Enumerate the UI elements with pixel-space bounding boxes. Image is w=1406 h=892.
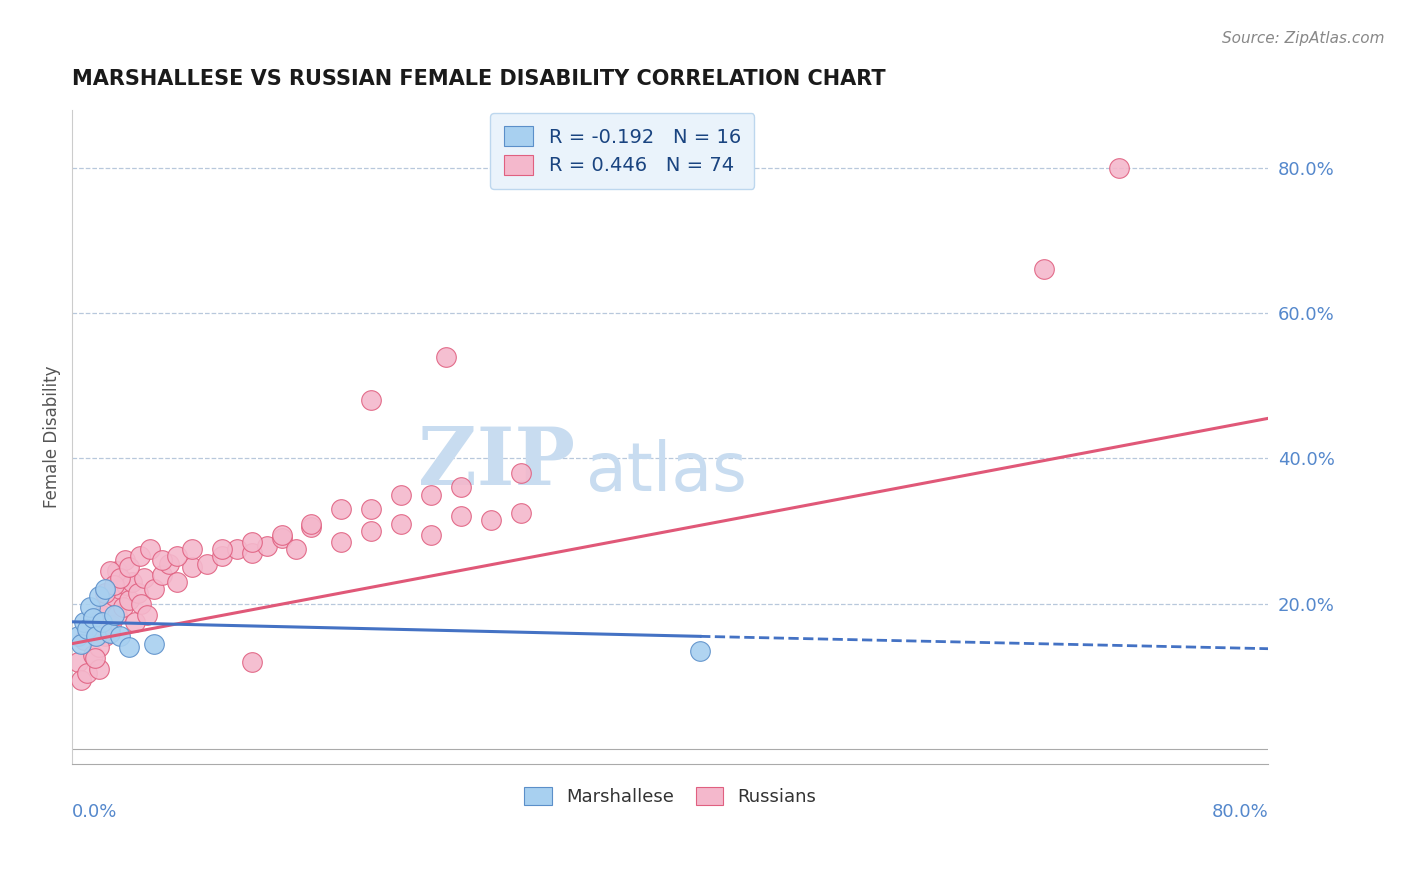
Point bbox=[79, 622, 101, 636]
Point bbox=[73, 632, 96, 647]
Point bbox=[115, 578, 138, 592]
Point bbox=[479, 513, 502, 527]
Point bbox=[67, 655, 90, 669]
Point bbox=[73, 615, 96, 629]
Point bbox=[139, 542, 162, 557]
Point bbox=[143, 637, 166, 651]
Point bbox=[105, 607, 128, 622]
Point bbox=[1032, 262, 1054, 277]
Point bbox=[108, 582, 131, 596]
Point bbox=[689, 644, 711, 658]
Point bbox=[240, 655, 263, 669]
Point bbox=[89, 590, 111, 604]
Point bbox=[76, 665, 98, 680]
Point bbox=[103, 607, 125, 622]
Point bbox=[360, 524, 382, 538]
Point bbox=[330, 534, 353, 549]
Point bbox=[166, 574, 188, 589]
Point bbox=[108, 571, 131, 585]
Point bbox=[150, 567, 173, 582]
Point bbox=[76, 622, 98, 636]
Point bbox=[97, 600, 120, 615]
Point bbox=[299, 520, 322, 534]
Point bbox=[118, 640, 141, 655]
Point bbox=[127, 586, 149, 600]
Point bbox=[98, 625, 121, 640]
Point bbox=[136, 607, 159, 622]
Point bbox=[180, 542, 202, 557]
Point bbox=[150, 553, 173, 567]
Point bbox=[91, 625, 114, 640]
Point bbox=[100, 618, 122, 632]
Point bbox=[330, 502, 353, 516]
Point bbox=[82, 611, 104, 625]
Point bbox=[84, 629, 107, 643]
Point bbox=[132, 571, 155, 585]
Point bbox=[434, 350, 457, 364]
Point bbox=[240, 534, 263, 549]
Point bbox=[180, 560, 202, 574]
Point bbox=[143, 582, 166, 596]
Point bbox=[211, 549, 233, 564]
Point bbox=[91, 607, 114, 622]
Point bbox=[157, 557, 180, 571]
Point bbox=[211, 542, 233, 557]
Point bbox=[509, 466, 531, 480]
Text: atlas: atlas bbox=[586, 440, 748, 506]
Point bbox=[94, 629, 117, 643]
Text: MARSHALLESE VS RUSSIAN FEMALE DISABILITY CORRELATION CHART: MARSHALLESE VS RUSSIAN FEMALE DISABILITY… bbox=[72, 69, 886, 88]
Point bbox=[420, 527, 443, 541]
Point bbox=[118, 560, 141, 574]
Point bbox=[509, 506, 531, 520]
Point bbox=[450, 480, 472, 494]
Y-axis label: Female Disability: Female Disability bbox=[44, 365, 60, 508]
Point bbox=[70, 673, 93, 687]
Point bbox=[121, 574, 143, 589]
Text: ZIP: ZIP bbox=[418, 424, 575, 501]
Point bbox=[79, 600, 101, 615]
Text: 0.0%: 0.0% bbox=[72, 804, 118, 822]
Point bbox=[112, 600, 135, 615]
Point bbox=[84, 615, 107, 629]
Point bbox=[450, 509, 472, 524]
Point bbox=[389, 488, 412, 502]
Point bbox=[70, 637, 93, 651]
Point bbox=[420, 488, 443, 502]
Point bbox=[94, 586, 117, 600]
Point bbox=[103, 590, 125, 604]
Point bbox=[98, 564, 121, 578]
Point bbox=[91, 615, 114, 629]
Point bbox=[67, 629, 90, 643]
Point bbox=[256, 539, 278, 553]
Point bbox=[240, 546, 263, 560]
Point bbox=[128, 549, 150, 564]
Point bbox=[1108, 161, 1130, 175]
Point bbox=[118, 593, 141, 607]
Point bbox=[195, 557, 218, 571]
Point bbox=[270, 527, 292, 541]
Point bbox=[124, 615, 146, 629]
Legend: Marshallese, Russians: Marshallese, Russians bbox=[517, 780, 823, 814]
Point bbox=[89, 640, 111, 655]
Text: Source: ZipAtlas.com: Source: ZipAtlas.com bbox=[1222, 31, 1385, 46]
Point bbox=[360, 502, 382, 516]
Point bbox=[114, 553, 136, 567]
Point bbox=[389, 516, 412, 531]
Point bbox=[360, 393, 382, 408]
Point bbox=[82, 648, 104, 662]
Point bbox=[285, 542, 308, 557]
Point bbox=[105, 564, 128, 578]
Point bbox=[225, 542, 247, 557]
Text: 80.0%: 80.0% bbox=[1212, 804, 1268, 822]
Point bbox=[299, 516, 322, 531]
Point bbox=[83, 651, 105, 665]
Point bbox=[89, 662, 111, 676]
Point bbox=[129, 597, 152, 611]
Point bbox=[94, 582, 117, 596]
Point bbox=[166, 549, 188, 564]
Point bbox=[108, 629, 131, 643]
Point bbox=[103, 578, 125, 592]
Point bbox=[270, 531, 292, 545]
